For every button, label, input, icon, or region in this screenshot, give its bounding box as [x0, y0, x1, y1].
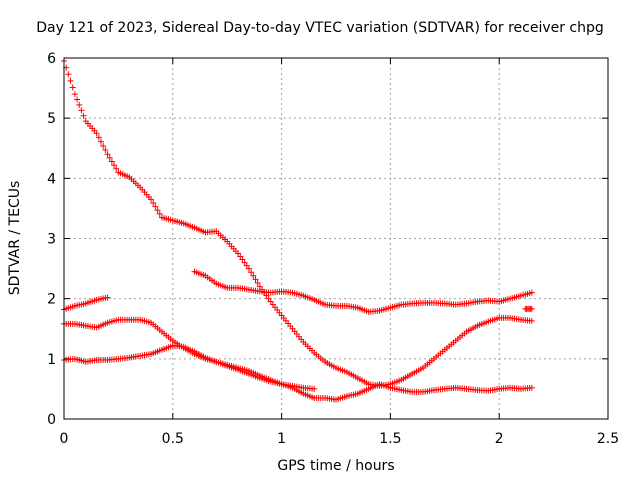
data-point-track-a: [76, 101, 83, 108]
data-point-track-a: [252, 276, 259, 283]
data-point-track-a: [80, 112, 87, 119]
data-point-track-a: [67, 77, 74, 84]
plot-frame: [63, 57, 609, 420]
data-point-track-a: [97, 138, 104, 145]
x-tick-label: 0.5: [162, 431, 184, 447]
x-tick-label: 2.5: [597, 431, 619, 447]
y-tick-label: 3: [47, 232, 56, 248]
data-point-track-a: [74, 96, 81, 103]
data-point-track-a: [108, 158, 115, 165]
data-point-track-a: [150, 200, 157, 207]
data-point-track-a: [265, 295, 272, 302]
data-point-track-a: [248, 269, 255, 276]
y-tick-label: 2: [47, 292, 56, 308]
data-point-track-a: [241, 259, 248, 266]
data-point-track-a: [95, 134, 102, 141]
data-point-track-c: [104, 294, 111, 301]
x-axis-label: GPS time / hours: [277, 458, 394, 474]
x-tick-label: 1.5: [379, 431, 401, 447]
data-point-track-a: [106, 154, 113, 161]
data-point-track-e: [311, 385, 318, 392]
y-tick-label: 0: [47, 412, 56, 428]
data-point-track-a: [245, 265, 252, 272]
data-point-track-a: [78, 107, 85, 114]
y-tick-label: 1: [47, 352, 56, 368]
grid-lines: [64, 58, 608, 419]
data-point-track-a: [156, 210, 163, 217]
data-point-track-a: [148, 196, 155, 203]
data-point-track-a: [100, 142, 107, 149]
data-point-track-a: [65, 71, 72, 78]
data-point-track-a: [528, 317, 535, 324]
y-tick-label: 6: [47, 51, 56, 67]
data-point-track-a: [104, 151, 111, 158]
y-ticks: 0 1 2 3 4 5 6: [47, 51, 608, 428]
data-point-track-a: [102, 147, 109, 154]
y-tick-label: 4: [47, 171, 56, 187]
data-point-track-a: [154, 207, 161, 214]
chart-title: Day 121 of 2023, Sidereal Day-to-day VTE…: [36, 20, 604, 36]
data-point-track-a: [250, 272, 257, 279]
data-point-track-a: [111, 162, 118, 169]
data-point-track-a: [243, 262, 250, 269]
data-point-track-a: [93, 130, 100, 137]
x-tick-label: 1: [277, 431, 286, 447]
data-point-track-b: [528, 289, 535, 296]
data-point-track-a: [235, 250, 242, 257]
data-point-track-a: [152, 203, 159, 210]
data-point-track-d: [528, 384, 535, 391]
x-tick-label: 2: [495, 431, 504, 447]
data-points: [61, 58, 535, 403]
data-point-track-a: [239, 256, 246, 263]
data-point-track-a: [237, 253, 244, 260]
data-point-track-a: [69, 84, 76, 91]
y-tick-label: 5: [47, 111, 56, 127]
data-point-track-f: [528, 305, 535, 312]
data-point-track-a: [113, 165, 120, 172]
y-axis-label: SDTVAR / TECUs: [7, 181, 23, 296]
data-point-track-a: [254, 280, 261, 287]
data-point-track-a: [71, 91, 78, 98]
x-tick-label: 0: [60, 431, 69, 447]
